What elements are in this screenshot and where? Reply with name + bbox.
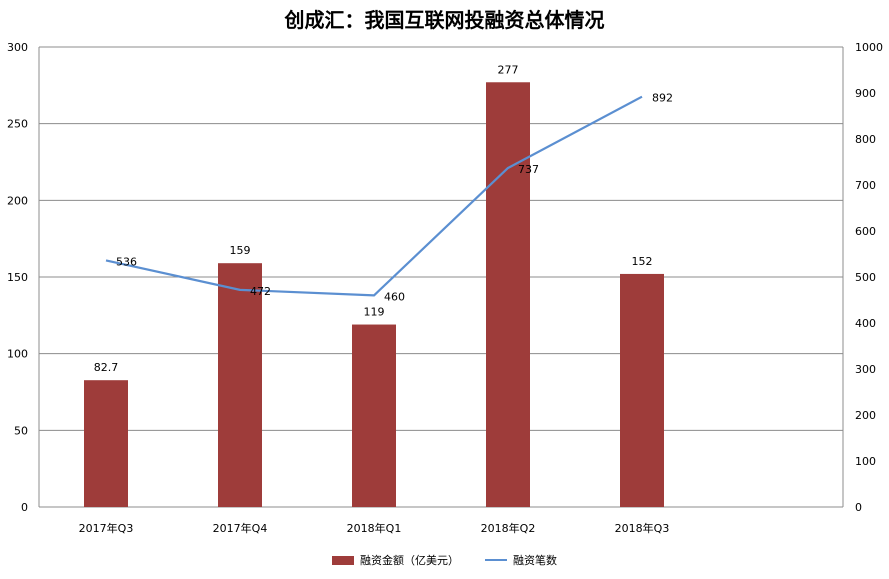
bar-data-label: 159 — [230, 244, 251, 257]
y-left-tick-label: 100 — [7, 348, 28, 361]
chart-title: 创成汇：我国互联网投融资总体情况 — [284, 8, 605, 32]
bar — [218, 263, 262, 507]
y-left-tick-label: 200 — [7, 194, 28, 207]
x-tick-label: 2017年Q4 — [213, 521, 268, 535]
legend-item-count: 融资笔数 — [485, 552, 557, 568]
line-data-label: 472 — [250, 285, 271, 298]
y-left-tick-label: 250 — [7, 118, 28, 131]
bar — [620, 273, 664, 507]
x-tick-label: 2018年Q2 — [481, 521, 536, 535]
y-right-tick-label: 1000 — [855, 41, 883, 54]
y-left-tick-label: 300 — [7, 41, 28, 54]
bar — [352, 324, 396, 507]
line-series — [105, 95, 643, 297]
y-left-tick-label: 50 — [14, 424, 28, 437]
y-right-tick-label: 400 — [855, 317, 876, 330]
legend: 融资金额（亿美元） 融资笔数 — [0, 552, 889, 568]
line-data-label: 536 — [116, 255, 137, 268]
y-left-tick-label: 150 — [7, 271, 28, 284]
y-left-tick-label: 0 — [21, 501, 28, 514]
y-right-tick-label: 700 — [855, 179, 876, 192]
x-tick-label: 2018年Q1 — [347, 521, 402, 535]
line-data-label: 460 — [384, 290, 405, 303]
y-right-tick-label: 100 — [855, 455, 876, 468]
bar — [486, 82, 530, 508]
y-right-tick-label: 200 — [855, 409, 876, 422]
legend-item-amount: 融资金额（亿美元） — [332, 552, 459, 568]
legend-label-amount: 融资金额（亿美元） — [360, 554, 459, 567]
legend-swatch-bar — [332, 555, 354, 565]
y-right-tick-label: 800 — [855, 133, 876, 146]
y-right-tick-label: 500 — [855, 271, 876, 284]
y-right-tick-label: 600 — [855, 225, 876, 238]
x-tick-label: 2017年Q3 — [79, 521, 134, 535]
bar-data-label: 277 — [498, 63, 519, 76]
bar-data-label: 82.7 — [94, 361, 119, 374]
y-right-tick-label: 900 — [855, 87, 876, 100]
y-right-tick-label: 300 — [855, 363, 876, 376]
line-data-label: 892 — [652, 92, 673, 105]
legend-swatch-line — [485, 559, 507, 561]
x-tick-label: 2018年Q3 — [615, 521, 670, 535]
y-right-tick-label: 0 — [855, 501, 862, 514]
bar — [84, 380, 128, 507]
bar-data-label: 152 — [632, 255, 653, 268]
legend-label-count: 融资笔数 — [513, 554, 557, 567]
bar-data-label: 119 — [364, 306, 385, 319]
line-data-label: 737 — [518, 163, 539, 176]
